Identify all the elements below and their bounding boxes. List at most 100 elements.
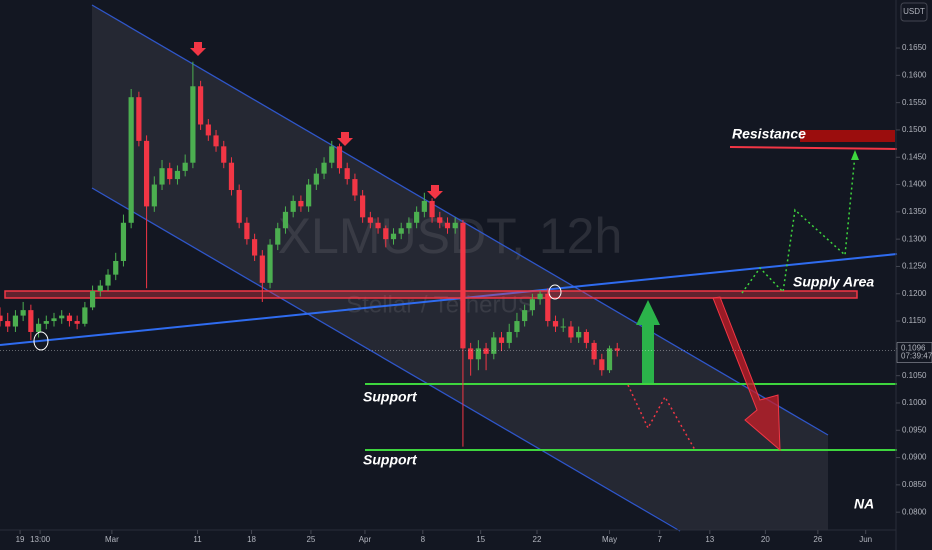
resistance-box — [800, 130, 895, 142]
x-tick-label: 15 — [476, 535, 485, 544]
candle-body — [198, 86, 204, 125]
y-tick-label: 0.1050 — [902, 371, 927, 380]
candle-body — [143, 140, 150, 207]
y-tick-label: 0.1000 — [902, 398, 927, 407]
candle-body — [421, 200, 427, 212]
y-tick-label: 0.1600 — [902, 70, 927, 79]
down-arrow — [712, 296, 781, 452]
peak-marker — [427, 185, 443, 199]
y-tick-label: 0.0950 — [902, 425, 927, 434]
candle-body — [560, 326, 566, 328]
y-tick-label: 0.1300 — [902, 234, 927, 243]
candle-body — [360, 195, 366, 218]
candle-body — [74, 321, 80, 324]
peak-marker — [337, 132, 353, 146]
y-tick-label: 0.1650 — [902, 43, 927, 52]
channel-bottom — [91, 187, 681, 532]
candle-body — [159, 168, 165, 185]
candle-body — [614, 348, 620, 351]
y-tick-label: 0.1350 — [902, 207, 927, 216]
candle-body — [529, 299, 535, 311]
x-tick-label: 19 — [16, 535, 25, 544]
candle-body — [59, 315, 65, 319]
candle-body — [28, 310, 34, 332]
candle-body — [290, 200, 296, 212]
projection-head — [851, 150, 859, 160]
candle-body — [460, 222, 466, 349]
candle-body — [390, 233, 397, 240]
candle-body — [468, 348, 474, 360]
candle-body — [12, 315, 19, 327]
y-tick-label: 0.1500 — [902, 125, 927, 134]
candle-body — [174, 170, 181, 180]
x-tick-label: 25 — [306, 535, 315, 544]
candle-body — [113, 260, 119, 275]
x-tick-label: May — [602, 535, 617, 544]
x-tick-label: Apr — [359, 535, 372, 544]
x-tick-label: 7 — [657, 535, 662, 544]
y-tick-label: 0.1150 — [902, 316, 926, 325]
candle-body — [522, 310, 528, 322]
currency-box — [900, 2, 928, 22]
y-tick-label: 0.0850 — [902, 480, 927, 489]
candle-body — [298, 200, 304, 207]
x-tick-label: 13:00 — [30, 535, 51, 544]
x-tick-label: 22 — [533, 535, 542, 544]
candle-body — [606, 348, 613, 371]
last-price-label: 0.1096 — [901, 344, 926, 353]
candle-body — [437, 217, 443, 223]
candle-body — [136, 97, 142, 141]
candle-body — [552, 321, 559, 327]
candle-body — [205, 124, 211, 136]
candle-body — [228, 162, 235, 191]
x-tick-label: 11 — [193, 535, 202, 544]
currency: USDT — [903, 7, 925, 16]
candle-body — [167, 168, 173, 180]
candle-body — [128, 97, 134, 223]
candle-body — [221, 146, 227, 163]
candle-body — [576, 331, 582, 338]
candle-body — [545, 293, 551, 322]
candle-body — [375, 222, 381, 229]
candle-body — [483, 348, 489, 354]
y-tick-label: 0.1450 — [902, 152, 927, 161]
channel-top — [91, 4, 829, 436]
candle-body — [498, 337, 505, 343]
candle-body — [591, 342, 597, 360]
candle-body — [120, 222, 127, 261]
countdown-label: 07:39:47 — [901, 352, 932, 361]
candle-body — [367, 217, 373, 223]
support-label: Support — [363, 389, 418, 405]
candle-body — [267, 244, 273, 283]
candle-body — [313, 173, 319, 185]
projection-down — [627, 384, 696, 451]
y-tick-label: 0.1550 — [902, 98, 927, 107]
trend-line — [0, 253, 898, 346]
candle-body — [414, 211, 420, 223]
y-tick-label: 0.1200 — [902, 289, 927, 298]
watermark-description: Stellar / TetherUS — [346, 291, 534, 318]
projection-up — [741, 154, 856, 294]
supply-band — [4, 290, 858, 299]
candle-body — [51, 318, 57, 322]
candle-body — [35, 323, 42, 332]
candle-body — [282, 211, 289, 229]
y-tick-label: 0.0900 — [902, 453, 927, 462]
x-tick-label: 20 — [761, 535, 770, 544]
candle-body — [306, 184, 312, 207]
candle-body — [537, 293, 543, 300]
candle-body — [329, 146, 335, 163]
candle-body — [275, 228, 281, 245]
x-tick-label: 18 — [247, 535, 256, 544]
candle-body — [506, 331, 512, 343]
candle-body — [151, 184, 157, 207]
y-tick-label: 0.1250 — [902, 262, 927, 271]
candle-body — [475, 348, 481, 360]
candle-body — [43, 321, 49, 324]
touch-circle — [33, 331, 49, 351]
candles — [0, 61, 620, 447]
candle-body — [252, 239, 258, 256]
candle-body — [66, 315, 73, 322]
